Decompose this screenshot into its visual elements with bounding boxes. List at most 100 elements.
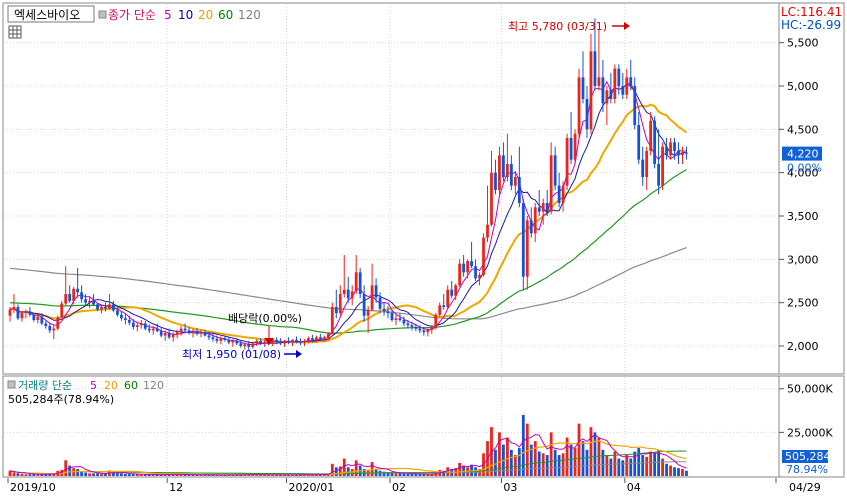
volume-bar	[541, 453, 545, 476]
volume-bar	[653, 453, 657, 476]
volume-bar	[621, 460, 625, 476]
candle-body	[685, 152, 688, 154]
date-tick-label: 2020/01	[289, 481, 335, 494]
candle-body	[430, 327, 434, 330]
volume-bar	[92, 473, 95, 476]
candle-body	[378, 297, 382, 309]
candle-body	[52, 328, 56, 331]
candle-body	[517, 177, 521, 203]
stock-name-box[interactable]	[7, 5, 95, 23]
candle-body	[20, 313, 24, 319]
grid-toggle-icon[interactable]	[8, 25, 22, 39]
candle-body	[24, 311, 28, 314]
candle-body	[48, 326, 52, 331]
candle-body	[605, 90, 609, 104]
volume-bar	[16, 473, 20, 476]
candle-body	[629, 77, 633, 86]
candle-body	[661, 146, 664, 186]
candle-body	[259, 340, 263, 344]
candle-body	[247, 344, 251, 347]
volume-bar	[131, 474, 135, 476]
candle-body	[207, 335, 211, 338]
candle-body	[318, 337, 322, 340]
candle-body	[295, 339, 298, 342]
candle-body	[56, 317, 60, 329]
volume-bar	[569, 444, 573, 476]
volume-bar	[330, 463, 334, 476]
volume-bar	[597, 437, 601, 476]
volume-bar	[52, 473, 56, 476]
candle-body	[183, 328, 187, 331]
candle-body	[68, 294, 72, 301]
high-annotation-arrowhead	[624, 22, 630, 30]
candle-body	[44, 323, 48, 327]
volume-bar	[398, 473, 402, 476]
candle-body	[529, 220, 533, 234]
candle-body	[533, 207, 537, 234]
candle-body	[398, 318, 402, 320]
candle-body	[350, 291, 354, 299]
candle-body	[147, 328, 151, 331]
candle-body	[342, 289, 346, 294]
candle-body	[60, 303, 64, 318]
candle-body	[609, 90, 613, 99]
volume-bar	[426, 474, 430, 476]
candlesticks[interactable]	[8, 18, 688, 351]
candle-body	[665, 146, 668, 156]
candle-body	[346, 289, 350, 299]
price-tick-label: 3,500	[787, 210, 819, 223]
candle-body	[92, 300, 95, 305]
candle-body	[291, 339, 294, 343]
candle-body	[307, 338, 310, 341]
volume-bar	[143, 474, 147, 476]
candle-body	[637, 125, 641, 160]
volume-bar	[279, 474, 282, 476]
volume-bar	[211, 474, 215, 476]
volume-bar	[207, 474, 211, 476]
vol-legend-label: 거래량 단순	[18, 379, 72, 392]
candle-body	[502, 155, 505, 177]
candle-body	[143, 323, 147, 329]
candle-body	[521, 203, 525, 277]
candle-body	[593, 51, 597, 86]
candle-body	[12, 307, 16, 310]
volume-bar	[116, 473, 119, 476]
volume-bar	[151, 474, 155, 476]
candle-body	[275, 339, 278, 342]
volume-bar	[565, 437, 569, 476]
price-tick-label: 4,000	[787, 167, 819, 180]
volume-bar	[533, 441, 537, 476]
volume-bar	[183, 474, 187, 476]
candle-body	[625, 77, 629, 95]
volume-bar	[80, 471, 84, 476]
volume-bar	[589, 427, 593, 476]
volume-bar	[617, 458, 621, 476]
volume-bar	[382, 471, 386, 476]
volume-bar	[458, 462, 462, 476]
candle-body	[76, 288, 80, 293]
candle-body	[322, 337, 326, 340]
volume-bar	[462, 465, 466, 476]
vol-ma120-legend: 120	[143, 379, 164, 392]
candle-body	[498, 155, 501, 190]
vol-legend-swatch	[7, 380, 16, 389]
candle-body	[219, 338, 223, 341]
vol-ma60-legend: 60	[124, 379, 138, 392]
date-tick-label: 04	[627, 481, 641, 494]
volume-bar	[677, 468, 680, 476]
volume-bar	[378, 470, 382, 476]
volume-bar	[28, 474, 32, 476]
volume-bar	[179, 474, 183, 476]
volume-bar	[147, 474, 151, 476]
candle-body	[394, 318, 398, 320]
volume-bar	[96, 473, 99, 476]
volume-bar	[48, 473, 52, 476]
volume-bar	[167, 474, 171, 476]
candle-body	[402, 320, 406, 324]
candle-body	[362, 294, 366, 316]
volume-bar	[283, 474, 286, 476]
candle-body	[597, 77, 601, 86]
volume-bar	[685, 470, 688, 476]
